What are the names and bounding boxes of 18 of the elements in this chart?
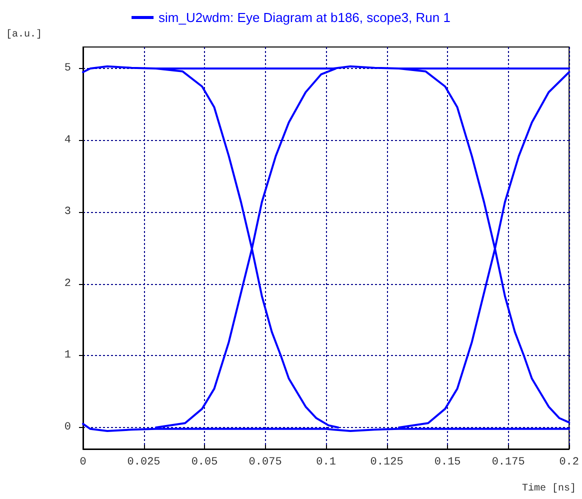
y-axis-title: [a.u.] xyxy=(6,28,42,40)
y-tick-label: 2 xyxy=(64,278,71,290)
y-tick-label: 0 xyxy=(64,421,71,434)
x-axis-title: Time [ns] xyxy=(522,482,576,494)
x-tick-label: 0.2 xyxy=(559,456,580,468)
x-tick-label: 0.175 xyxy=(492,456,525,468)
x-tick-label: 0.1 xyxy=(316,456,336,468)
x-tick-label: 0 xyxy=(80,456,86,468)
x-tick-label: 0.15 xyxy=(434,456,461,468)
legend-label: sim_U2wdm: Eye Diagram at b186, scope3, Run 1 xyxy=(158,10,450,25)
y-tick-label: 1 xyxy=(64,350,72,362)
x-tick-label: 0.075 xyxy=(248,456,282,468)
x-tick-label: 0.025 xyxy=(127,456,160,468)
y-tick-label: 3 xyxy=(64,206,71,218)
y-tick-label: 5 xyxy=(64,62,71,75)
y-tick-label: 4 xyxy=(64,134,72,146)
x-tick-label: 0.05 xyxy=(191,456,218,468)
x-tick-label: 0.125 xyxy=(370,456,404,468)
